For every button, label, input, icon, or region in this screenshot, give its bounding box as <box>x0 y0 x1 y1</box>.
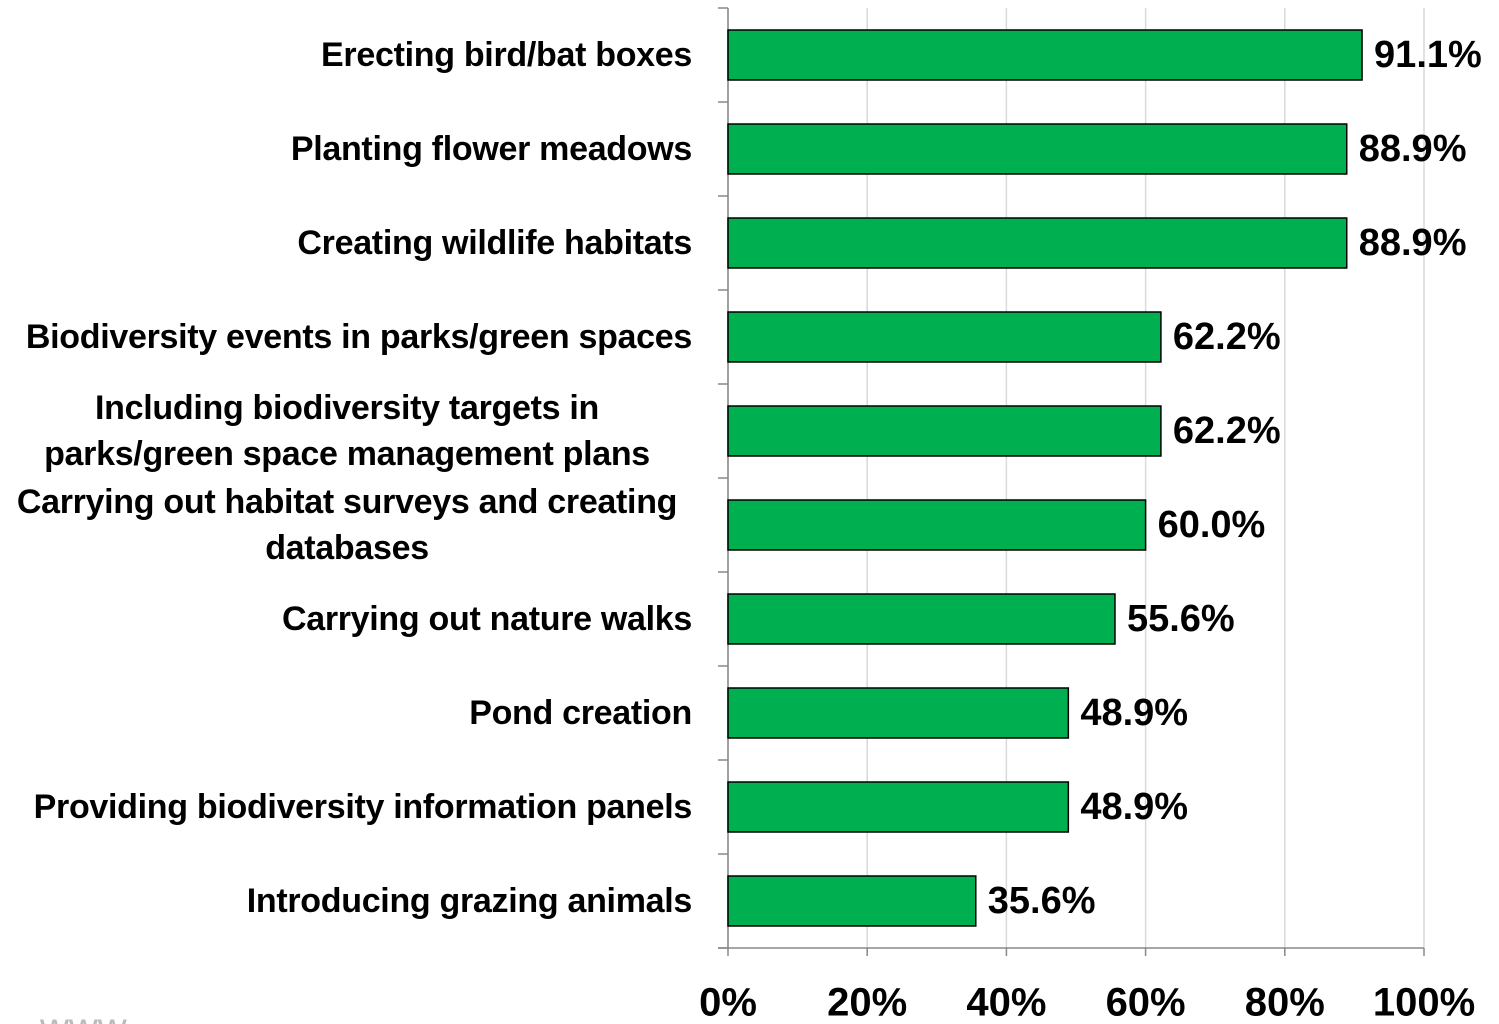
y-tick-label: Planting flower meadows <box>290 130 692 168</box>
y-tick-label: Pond creation <box>469 694 692 732</box>
value-label: 88.9% <box>1359 128 1467 170</box>
y-tick-label: Including biodiversity targets in parks/… <box>44 389 650 473</box>
y-tick-label: Biodiversity events in parks/green space… <box>25 318 692 356</box>
watermark: www <box>39 1006 127 1024</box>
y-tick-label: Erecting bird/bat boxes <box>321 36 692 74</box>
bar <box>727 29 1363 81</box>
bar <box>727 781 1070 833</box>
y-tick-label: Introducing grazing animals <box>246 882 693 920</box>
value-label: 62.2% <box>1173 410 1281 452</box>
x-tick-label: 0% <box>699 981 757 1024</box>
y-tick-label: Carrying out nature walks <box>281 600 692 638</box>
bar <box>727 875 977 927</box>
bar <box>727 311 1162 363</box>
value-label: 48.9% <box>1080 692 1188 734</box>
bar <box>727 593 1116 645</box>
y-tick-label: Creating wildlife habitats <box>297 224 692 262</box>
x-tick-label: 40% <box>966 981 1046 1024</box>
value-label: 35.6% <box>988 880 1096 922</box>
x-tick-label: 80% <box>1245 981 1325 1024</box>
y-tick-label: Providing biodiversity information panel… <box>33 788 693 826</box>
value-label: 62.2% <box>1173 316 1281 358</box>
bar <box>727 499 1147 551</box>
value-label: 48.9% <box>1080 786 1188 828</box>
bar <box>727 217 1348 269</box>
bar <box>727 687 1070 739</box>
x-tick-label: 60% <box>1106 981 1186 1024</box>
bar <box>727 123 1348 175</box>
value-label: 88.9% <box>1359 222 1467 264</box>
value-label: 60.0% <box>1158 504 1266 546</box>
bar <box>727 405 1162 457</box>
value-label: 91.1% <box>1374 34 1482 76</box>
y-tick-label: Carrying out habitat surveys and creatin… <box>16 483 678 567</box>
x-tick-label: 100% <box>1373 981 1475 1024</box>
x-tick-label: 20% <box>827 981 907 1024</box>
value-label: 55.6% <box>1127 598 1235 640</box>
